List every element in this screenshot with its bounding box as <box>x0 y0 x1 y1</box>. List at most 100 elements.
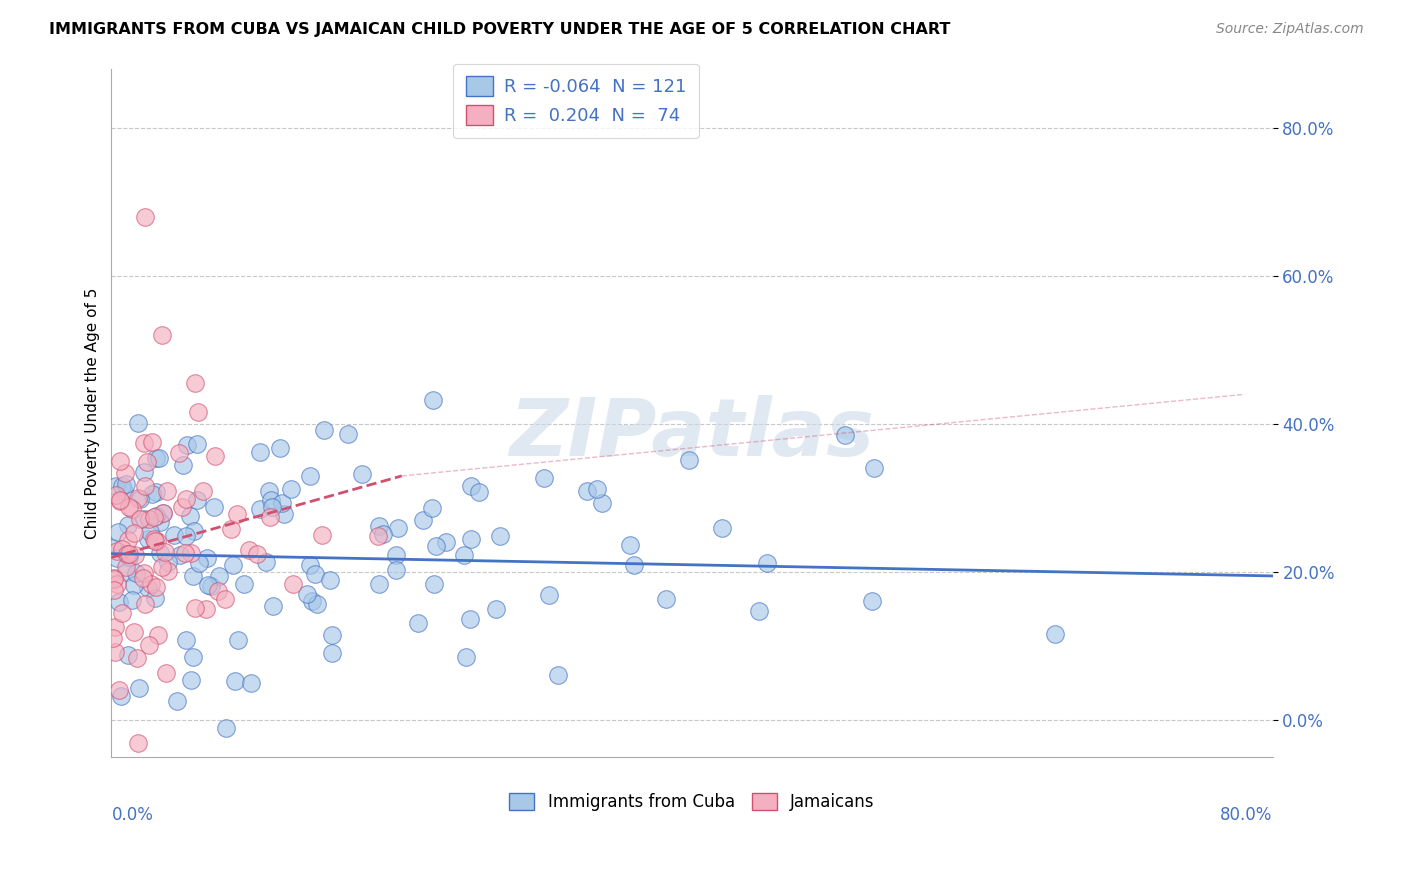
Point <box>174 529 197 543</box>
Point <box>115 565 138 579</box>
Point <box>134 512 156 526</box>
Point <box>193 484 215 499</box>
Point <box>367 518 389 533</box>
Point <box>141 486 163 500</box>
Point <box>454 650 477 665</box>
Point <box>270 495 292 509</box>
Point <box>124 549 146 563</box>
Point <box>127 735 149 749</box>
Point <box>434 535 457 549</box>
Point <box>254 555 277 569</box>
Point <box>468 485 491 500</box>
Point <box>484 602 506 616</box>
Point <box>103 572 125 586</box>
Point <box>152 506 174 520</box>
Point <box>262 599 284 614</box>
Point <box>321 628 343 642</box>
Point <box>422 577 444 591</box>
Point <box>197 578 219 592</box>
Point <box>1043 626 1066 640</box>
Point <box>246 547 269 561</box>
Point <box>122 577 145 591</box>
Point <box>224 674 246 689</box>
Point <box>299 558 322 572</box>
Point <box>586 483 609 497</box>
Point <box>169 548 191 562</box>
Point <box>134 598 156 612</box>
Point <box>117 533 139 548</box>
Point <box>146 534 169 549</box>
Y-axis label: Child Poverty Under the Age of 5: Child Poverty Under the Age of 5 <box>86 287 100 539</box>
Point <box>295 587 318 601</box>
Point <box>215 721 238 735</box>
Point <box>181 649 204 664</box>
Point <box>184 376 207 390</box>
Point <box>181 569 204 583</box>
Text: 80.0%: 80.0% <box>1220 805 1272 823</box>
Point <box>204 449 226 463</box>
Point <box>304 567 326 582</box>
Point <box>863 461 886 475</box>
Point <box>458 612 481 626</box>
Point <box>108 454 131 468</box>
Point <box>143 591 166 605</box>
Point <box>179 673 201 688</box>
Point <box>166 694 188 708</box>
Point <box>259 509 281 524</box>
Point <box>226 507 249 521</box>
Point <box>134 210 156 224</box>
Point <box>233 577 256 591</box>
Point <box>145 485 167 500</box>
Point <box>538 589 561 603</box>
Point <box>108 683 131 698</box>
Point <box>311 528 333 542</box>
Point <box>298 469 321 483</box>
Point <box>460 479 482 493</box>
Point <box>127 651 149 665</box>
Point <box>107 544 129 558</box>
Point <box>219 522 242 536</box>
Point <box>368 577 391 591</box>
Point <box>117 500 139 515</box>
Point <box>239 676 262 690</box>
Point <box>138 638 160 652</box>
Text: ZIPatlas: ZIPatlas <box>509 394 875 473</box>
Point <box>103 571 125 585</box>
Point <box>138 512 160 526</box>
Point <box>321 646 343 660</box>
Point <box>134 479 156 493</box>
Point <box>134 566 156 580</box>
Point <box>307 598 329 612</box>
Point <box>127 416 149 430</box>
Point <box>118 549 141 564</box>
Point <box>118 547 141 561</box>
Point <box>280 482 302 496</box>
Point <box>249 502 271 516</box>
Point <box>755 556 778 570</box>
Point <box>623 558 645 573</box>
Point <box>156 564 179 578</box>
Point <box>711 520 734 534</box>
Point <box>176 438 198 452</box>
Point <box>138 532 160 546</box>
Point <box>111 606 134 620</box>
Point <box>214 591 236 606</box>
Text: Source: ZipAtlas.com: Source: ZipAtlas.com <box>1216 22 1364 37</box>
Point <box>104 620 127 634</box>
Point <box>575 484 598 499</box>
Point <box>655 592 678 607</box>
Point <box>138 525 160 540</box>
Point <box>180 546 202 560</box>
Point <box>384 549 406 563</box>
Point <box>202 500 225 514</box>
Point <box>186 492 208 507</box>
Point <box>194 601 217 615</box>
Point <box>149 546 172 560</box>
Point <box>187 405 209 419</box>
Point <box>262 500 284 515</box>
Point <box>226 632 249 647</box>
Point <box>145 509 167 524</box>
Point <box>591 496 613 510</box>
Point <box>412 513 434 527</box>
Point <box>107 525 129 540</box>
